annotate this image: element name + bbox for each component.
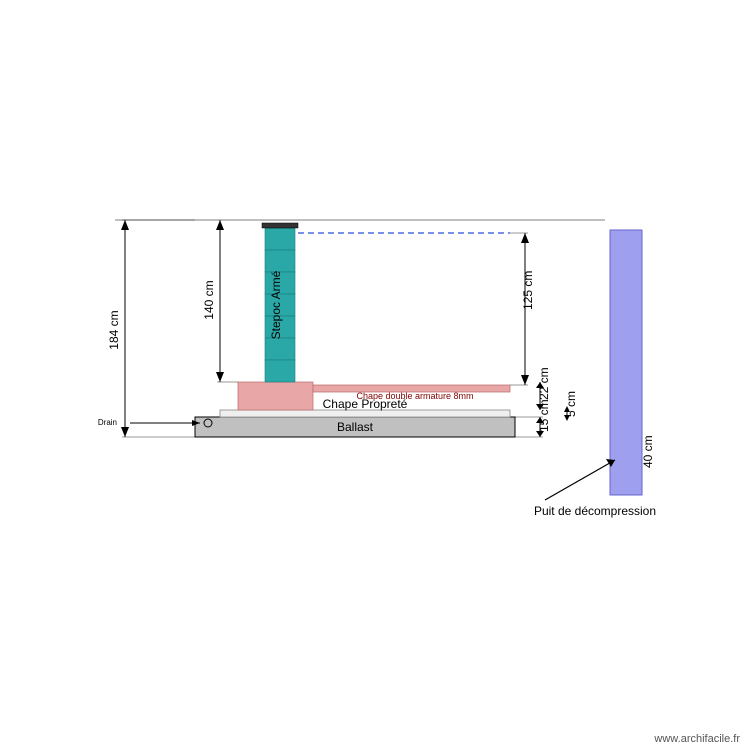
svg-text:22 cm: 22 cm [537,367,551,400]
well-label: Puit de décompression [534,504,656,518]
dim-40: 40 cm [641,435,655,468]
diagram-canvas: Ballast Chape Propreté Chape double arma… [0,0,750,750]
svg-text:125 cm: 125 cm [521,271,535,310]
svg-text:5 cm: 5 cm [564,391,578,417]
well-arrow [545,459,615,500]
drain-label: Drain [98,418,117,427]
decompression-well [610,230,642,495]
dim-15: 15 cm [515,399,551,437]
svg-text:184 cm: 184 cm [107,310,121,349]
svg-text:40 cm: 40 cm [641,435,655,468]
dim-125: 125 cm [510,233,535,385]
ballast-label: Ballast [337,420,374,434]
chape-proprete-layer [220,410,510,417]
watermark: www.archifacile.fr [653,733,740,745]
dim-5: 5 cm [564,391,578,421]
dim-140: 140 cm [202,220,238,382]
slab-foundation [238,382,313,410]
wall-cap [262,223,298,228]
svg-text:15 cm: 15 cm [537,399,551,432]
dim-184: 184 cm [107,220,195,437]
stepoc-label: Stepoc Armé [269,270,283,339]
svg-text:140 cm: 140 cm [202,280,216,319]
chape-double-label: Chape double armature 8mm [356,391,473,401]
